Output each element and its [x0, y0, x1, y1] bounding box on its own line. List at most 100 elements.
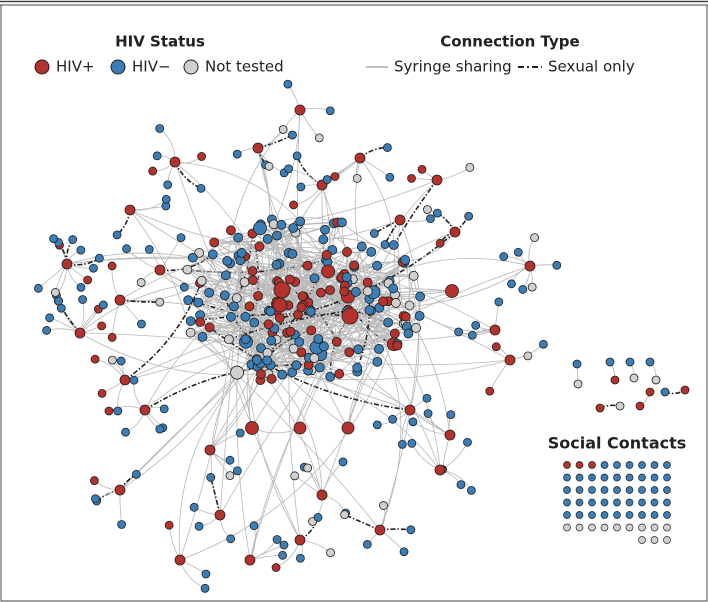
person-node [266, 374, 277, 384]
person-node [249, 521, 259, 531]
person-node [252, 355, 262, 365]
sexual-edge [296, 155, 323, 186]
person-node [34, 283, 43, 293]
syringe-edge [174, 161, 301, 222]
person-node [169, 156, 181, 168]
contact-dot [600, 511, 609, 519]
contact-dot [588, 473, 596, 482]
person-node [114, 484, 126, 496]
person-node [339, 286, 350, 297]
person-node [219, 290, 230, 301]
contact-dot [563, 486, 571, 494]
person-node [113, 406, 123, 416]
sexual-edge [356, 282, 371, 369]
person-node [78, 295, 88, 304]
person-node [340, 510, 350, 520]
person-node [465, 163, 475, 172]
person-node [321, 250, 332, 260]
syringe-edge [190, 262, 405, 327]
person-node [266, 335, 277, 346]
contact-dot [575, 486, 584, 494]
contact-dot [650, 536, 659, 544]
person-node [390, 298, 401, 308]
person-node [214, 509, 226, 521]
person-node [530, 233, 540, 243]
contact-dot [638, 523, 646, 532]
person-node [244, 554, 256, 566]
person-node [256, 369, 266, 379]
person-node [159, 404, 169, 414]
syringe-edge [257, 147, 271, 239]
sexual-edge [233, 233, 254, 307]
person-node [196, 275, 207, 286]
person-node [635, 401, 645, 411]
person-node [432, 208, 442, 218]
person-node [176, 233, 186, 243]
syringe-edge [299, 291, 368, 429]
person-node [187, 252, 198, 263]
contact-dot [588, 511, 596, 519]
person-node [352, 174, 362, 183]
contact-dot [663, 536, 671, 544]
person-node [504, 354, 516, 366]
syringe-edge [219, 370, 312, 516]
person-node [76, 245, 86, 255]
person-node [249, 317, 260, 328]
person-node [152, 151, 162, 161]
person-node [415, 291, 426, 302]
person-node [288, 130, 297, 140]
person-node [426, 214, 435, 224]
syringe-edge [256, 359, 441, 471]
person-node [369, 229, 379, 238]
sexual-edge [344, 513, 381, 531]
syringe-edge [370, 310, 441, 471]
person-node [320, 224, 330, 235]
person-node [392, 340, 403, 351]
person-node [83, 275, 93, 285]
person-node [252, 142, 264, 154]
person-node [247, 266, 258, 276]
person-node [107, 261, 117, 271]
person-node [201, 569, 211, 579]
contact-dot [650, 511, 659, 519]
contact-dot [650, 498, 659, 507]
person-node [155, 297, 165, 307]
person-node [309, 353, 320, 363]
person-node [226, 534, 236, 544]
contact-dot [575, 473, 584, 482]
person-node [288, 343, 299, 354]
contact-dot [650, 486, 659, 494]
person-node [154, 264, 166, 276]
sexual-edge [144, 364, 309, 411]
person-node [372, 356, 383, 367]
person-node [285, 326, 296, 337]
person-node [155, 424, 165, 434]
person-node [414, 310, 425, 321]
person-node [372, 260, 382, 271]
social-title: Social Contacts [548, 434, 687, 453]
person-node [225, 455, 235, 465]
legend-item: HIV− [132, 58, 171, 76]
person-node [119, 374, 131, 386]
person-node [404, 404, 416, 416]
person-node [297, 291, 308, 302]
syringe-edge [379, 265, 531, 309]
syringe-edge [300, 179, 438, 222]
person-node [209, 237, 220, 248]
person-node [222, 255, 233, 266]
person-node [610, 375, 620, 385]
person-node [240, 334, 251, 345]
syringe-edge [403, 262, 420, 411]
person-node [407, 173, 416, 183]
person-node [124, 204, 136, 216]
person-node [51, 288, 60, 297]
person-node [445, 284, 459, 298]
sexual-edge [124, 280, 203, 381]
syringe-edge [179, 298, 238, 561]
person-node [98, 300, 108, 310]
person-node [680, 385, 690, 395]
person-node [239, 277, 250, 287]
legend-item: HIV+ [56, 58, 95, 76]
person-node [366, 246, 377, 257]
